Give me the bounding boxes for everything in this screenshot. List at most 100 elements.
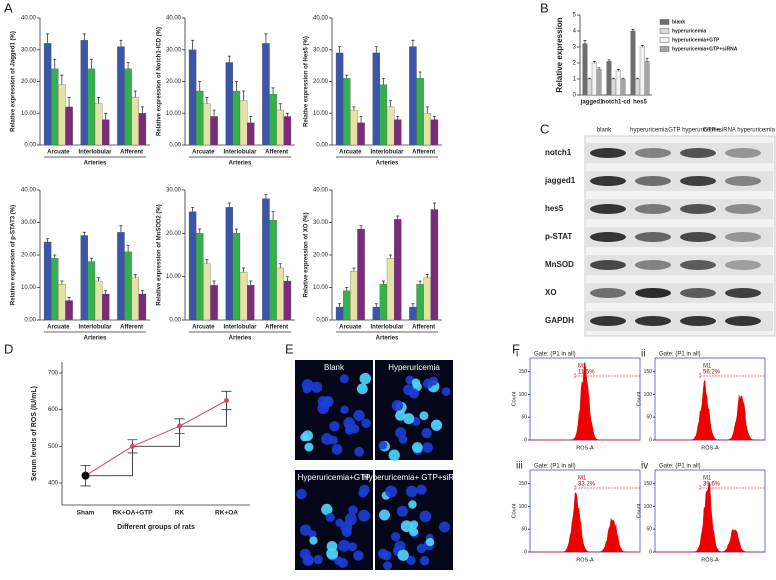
blot-band	[725, 204, 761, 214]
blot-band	[680, 260, 716, 270]
x-tick-label: RK	[175, 510, 185, 517]
error-bar	[588, 77, 592, 79]
bar	[630, 30, 636, 96]
bar	[423, 113, 431, 146]
error-bar	[242, 90, 246, 101]
nucleus	[419, 556, 430, 566]
blot-band	[590, 232, 626, 242]
nucleus	[301, 379, 314, 391]
error-bar	[381, 280, 385, 285]
blot-band	[635, 316, 671, 326]
bar	[51, 68, 59, 146]
bar	[393, 119, 402, 146]
y-tick-label: 10.00	[313, 285, 329, 291]
bar	[639, 46, 645, 96]
y-tick-label: 40.00	[21, 16, 37, 22]
gate-name: M1	[703, 476, 712, 482]
blot-strip	[586, 311, 773, 331]
bar	[225, 207, 233, 321]
bar	[94, 103, 103, 146]
nucleus	[430, 419, 443, 431]
blot-band	[680, 288, 716, 298]
error-bar	[46, 238, 50, 242]
nucleus	[390, 532, 401, 542]
bar	[379, 284, 388, 321]
bar	[343, 78, 351, 146]
x-tick-label: Arcuate	[339, 325, 362, 331]
step-line	[85, 400, 227, 477]
point	[224, 398, 229, 403]
x-tick-label: Afferent	[412, 325, 435, 331]
error-bar	[621, 77, 625, 79]
nucleus	[321, 503, 333, 516]
bar	[430, 209, 439, 321]
nucleus	[359, 372, 371, 385]
blot-band	[635, 148, 671, 158]
bar	[596, 69, 602, 96]
y-tick-label: 100	[519, 504, 528, 510]
y-tick-label: 20.00	[166, 231, 182, 237]
blot-band	[680, 204, 716, 214]
x-tick-label: hes5	[633, 100, 647, 106]
error-bar	[418, 280, 422, 285]
bar	[124, 251, 132, 321]
gate-percent: 11.5%	[578, 370, 595, 376]
bar	[409, 46, 417, 146]
gate-marker	[574, 485, 640, 491]
bar	[102, 119, 110, 146]
legend-swatch	[659, 46, 670, 52]
x-axis-label: ROS-A	[701, 445, 719, 451]
error-bar	[53, 58, 57, 69]
bar	[615, 70, 621, 96]
nucleus	[361, 418, 371, 428]
bar	[350, 109, 358, 146]
error-bar	[389, 254, 393, 259]
bar	[416, 78, 424, 146]
bar	[196, 90, 204, 146]
blot-band	[680, 176, 716, 186]
error-bar	[631, 29, 635, 31]
flow-gate: Gate: (P1 in all)	[659, 464, 701, 470]
x-axis-label: Arteries	[229, 161, 252, 167]
bar	[393, 219, 402, 321]
bar	[611, 78, 617, 96]
bar	[196, 233, 204, 321]
bar	[372, 52, 381, 146]
bar	[386, 106, 395, 146]
bar	[644, 61, 650, 96]
nucleus	[319, 400, 330, 410]
point	[177, 423, 182, 429]
bar	[65, 300, 73, 321]
x-tick-label: RK+OA	[215, 510, 238, 517]
y-tick-label: 40.00	[313, 16, 329, 22]
nucleus	[422, 442, 433, 453]
y-tick-label: 5	[573, 13, 577, 19]
nucleus	[377, 548, 389, 559]
blot-band	[725, 260, 761, 270]
blot-strip	[586, 283, 773, 303]
legend-label: hyperuricemia+GTP	[672, 37, 720, 43]
x-tick-label: RK+OA+GTP	[112, 510, 153, 517]
bar	[409, 306, 417, 321]
y-tick-label: 0.00	[316, 143, 328, 149]
nucleus	[338, 539, 351, 552]
blot-band	[590, 260, 626, 270]
error-bar	[345, 287, 349, 291]
nucleus	[421, 427, 432, 439]
nucleus	[396, 505, 408, 517]
bar	[386, 258, 395, 321]
error-bar	[46, 33, 50, 44]
nucleus	[403, 384, 414, 396]
bar	[269, 94, 277, 146]
error-bar	[338, 46, 342, 53]
blot-band	[725, 232, 761, 242]
error-bar	[264, 193, 268, 199]
y-tick-label: 30.00	[166, 188, 182, 194]
bar	[239, 100, 248, 146]
error-bar	[432, 116, 436, 120]
y-tick-label: 0	[573, 93, 577, 99]
nucleus	[326, 547, 339, 560]
blot-band	[635, 232, 671, 242]
y-tick-label: 0	[524, 549, 527, 555]
error-bar	[285, 276, 289, 281]
